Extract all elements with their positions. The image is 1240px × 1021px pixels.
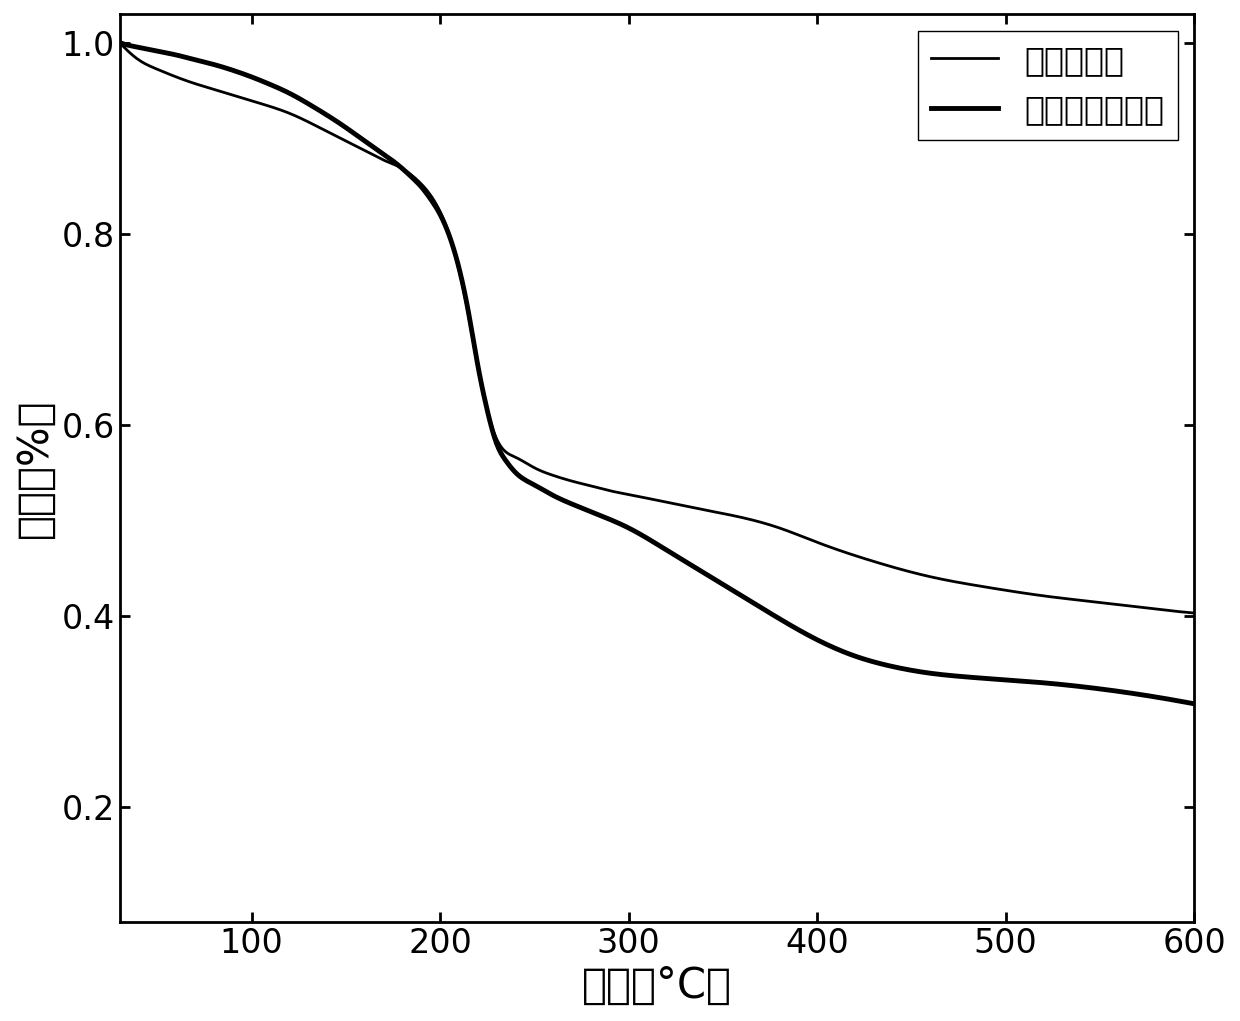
改性氧化石墨烯 [693, 565, 708, 577]
氧化石墨烯 [622, 489, 637, 501]
改性氧化石墨烯 [629, 526, 644, 538]
改性氧化石墨烯 [1187, 697, 1202, 710]
Line: 改性氧化石墨烯: 改性氧化石墨烯 [120, 43, 1194, 703]
氧化石墨烯 [1187, 606, 1202, 619]
氧化石墨烯 [113, 37, 128, 49]
Y-axis label: 重量（%）: 重量（%） [14, 398, 56, 537]
改性氧化石墨烯 [622, 523, 637, 535]
Legend: 氧化石墨烯, 改性氧化石墨烯: 氧化石墨烯, 改性氧化石墨烯 [918, 31, 1178, 140]
氧化石墨烯 [1161, 604, 1176, 617]
改性氧化石墨烯 [751, 600, 766, 613]
氧化石墨烯 [993, 583, 1008, 595]
氧化石墨烯 [693, 503, 708, 516]
Line: 氧化石墨烯: 氧化石墨烯 [120, 43, 1194, 613]
氧化石墨烯 [629, 490, 644, 502]
改性氧化石墨烯 [993, 674, 1008, 686]
氧化石墨烯 [751, 516, 766, 528]
X-axis label: 温度（°C）: 温度（°C） [582, 965, 732, 1007]
改性氧化石墨烯 [113, 37, 128, 49]
改性氧化石墨烯 [1161, 693, 1176, 706]
